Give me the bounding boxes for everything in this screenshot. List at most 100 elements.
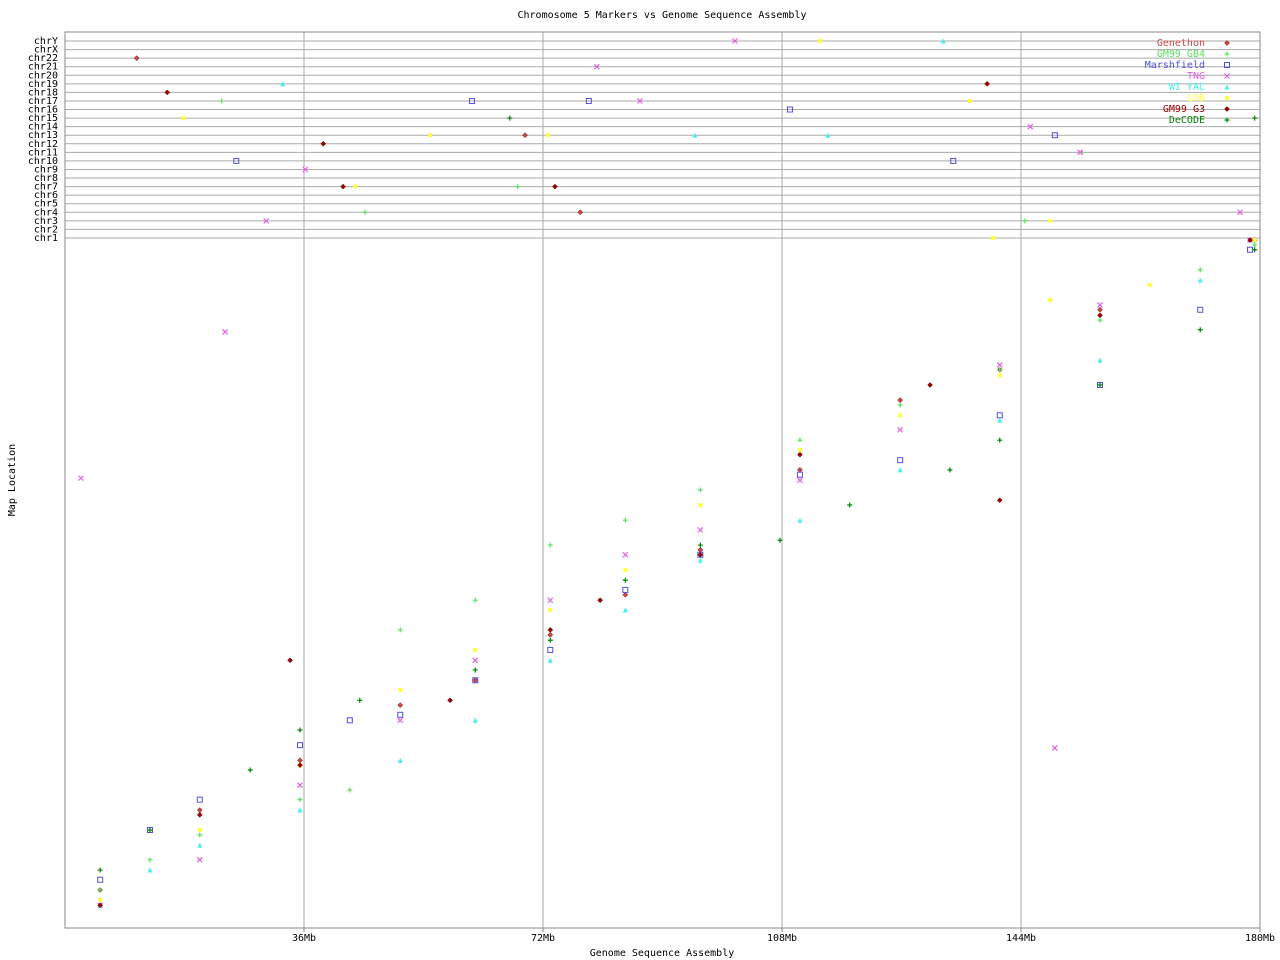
marker (698, 503, 703, 508)
marker-shape (1051, 744, 1058, 751)
marker (515, 184, 521, 190)
marker (796, 471, 803, 478)
marker-shape (97, 876, 104, 883)
marker-shape (637, 98, 643, 104)
marker (302, 166, 309, 173)
marker-shape (797, 451, 803, 458)
marker (263, 217, 270, 224)
marker-shape (796, 471, 803, 478)
chart-title: Chromosome 5 Markers vs Genome Sequence … (518, 10, 807, 21)
marker-shape (196, 796, 203, 803)
marker (1224, 84, 1230, 90)
marker (731, 38, 738, 44)
marker (133, 55, 140, 61)
marker (797, 451, 803, 458)
marker (577, 209, 584, 216)
marker-shape (353, 184, 358, 189)
marker (897, 426, 904, 433)
legend-label: GM99 G3 (1163, 104, 1205, 115)
marker-shape (623, 567, 628, 572)
marker (622, 551, 629, 558)
legend-label: DeCODE (1169, 115, 1205, 126)
marker (1097, 302, 1103, 308)
marker-shape (147, 827, 153, 833)
marker (1197, 277, 1203, 283)
marker (196, 796, 203, 803)
chromosome-label: chr9 (34, 164, 58, 175)
marker (622, 607, 628, 613)
marker (397, 702, 404, 708)
marker-shape (97, 887, 103, 893)
marker (472, 657, 479, 664)
marker (552, 183, 558, 190)
marker-shape (507, 115, 513, 121)
marker-shape (697, 542, 703, 548)
marker (997, 437, 1003, 443)
chromosome-label: chr8 (34, 173, 58, 184)
marker (147, 827, 153, 833)
chromosome-label: chr11 (28, 147, 58, 158)
marker-shape (1252, 242, 1258, 248)
marker (623, 567, 628, 572)
marker (692, 132, 698, 138)
points (78, 38, 1258, 909)
chromosome-label: chr2 (34, 224, 58, 235)
marker-shape (1224, 73, 1230, 79)
marker-shape (552, 183, 558, 190)
marker (280, 81, 286, 87)
marker (546, 133, 551, 138)
marker (97, 876, 104, 883)
marker (362, 209, 368, 215)
marker (947, 467, 953, 473)
marker (697, 557, 703, 563)
marker (1224, 73, 1230, 79)
marker (297, 727, 303, 733)
marker (164, 89, 171, 96)
legend-label: Genethon (1157, 38, 1205, 49)
marker-shape (197, 832, 203, 838)
x-tick-label: 72Mb (531, 933, 555, 944)
marker-shape (898, 413, 903, 418)
marker (996, 497, 1003, 504)
marker (817, 39, 822, 43)
marker (1252, 247, 1258, 253)
marker-shape (1197, 267, 1203, 273)
marker-shape (847, 502, 853, 508)
marker (997, 417, 1003, 423)
marker (320, 140, 327, 147)
marker (547, 631, 554, 638)
plot-frame (64, 31, 1261, 929)
marker-shape (515, 184, 521, 190)
marker-shape (897, 426, 904, 433)
marker (196, 856, 203, 863)
marker-shape (340, 183, 347, 190)
marker (797, 437, 803, 443)
marker (1224, 117, 1230, 123)
chromosome-label: chrY (34, 36, 58, 47)
marker-shape (897, 457, 904, 464)
marker (897, 402, 903, 408)
marker (984, 80, 990, 87)
x-tick-label: 108Mb (767, 933, 797, 944)
marker-shape (698, 503, 703, 508)
marker (777, 537, 783, 543)
marker (967, 98, 972, 103)
chromosome-label: chrX (34, 45, 58, 56)
marker-shape (472, 677, 479, 684)
marker (197, 832, 203, 838)
marker (622, 577, 628, 583)
marker (98, 897, 103, 902)
marker (473, 647, 478, 652)
marker-shape (786, 106, 793, 113)
marker (997, 373, 1002, 378)
marker-shape (147, 867, 153, 873)
marker (991, 236, 996, 240)
marker (1097, 306, 1103, 313)
marker-shape (233, 157, 240, 164)
chromosome-label: chr7 (34, 182, 58, 193)
marker (847, 502, 853, 508)
marker-shape (697, 551, 704, 558)
marker (1225, 96, 1229, 100)
